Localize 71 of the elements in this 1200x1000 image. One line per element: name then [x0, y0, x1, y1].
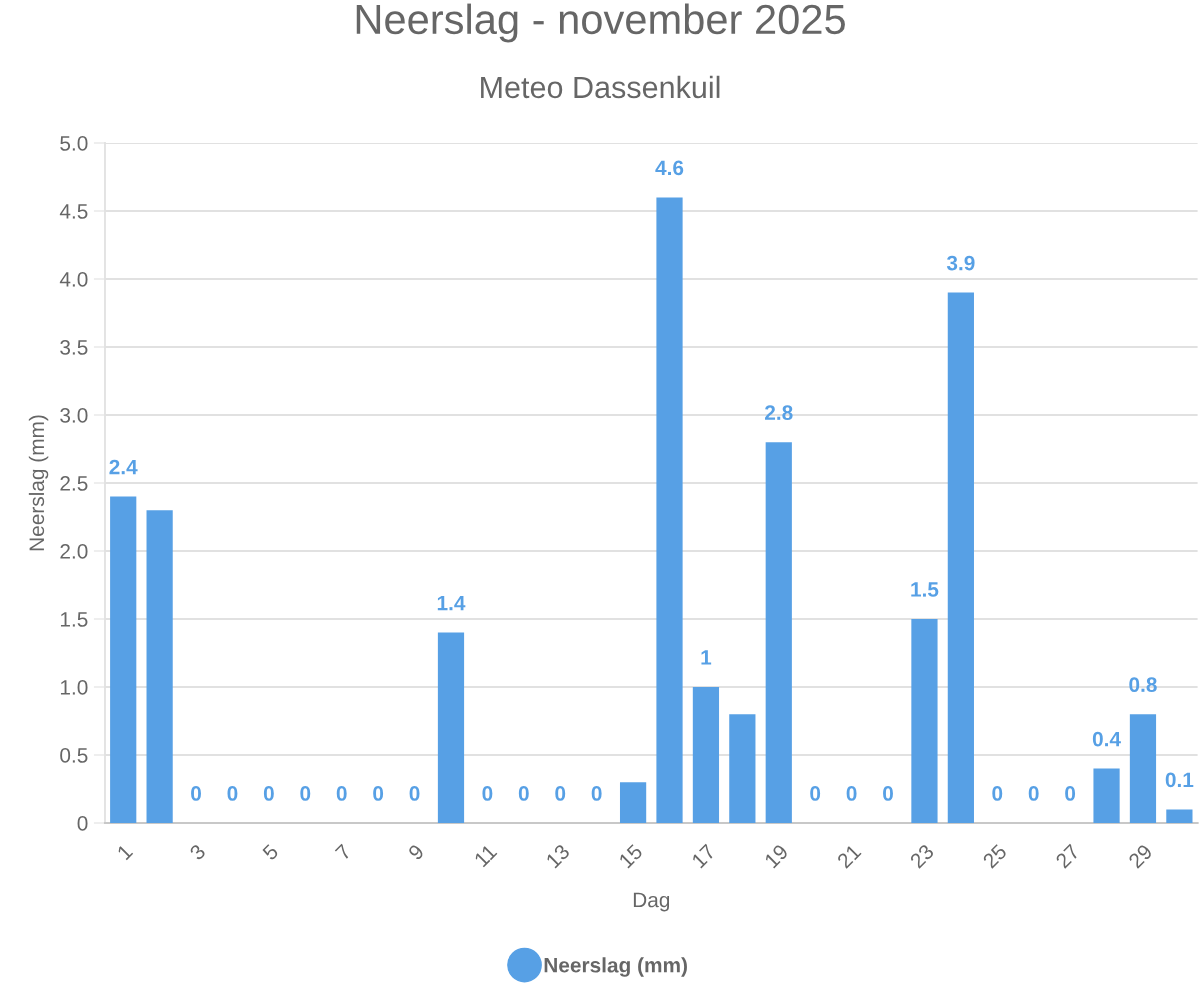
x-tick-label: 19: [763, 843, 789, 869]
x-tick-label: 3: [188, 843, 207, 861]
data-label: 0: [883, 786, 893, 801]
data-label: 0: [482, 786, 493, 801]
y-tick-label: 2.5: [60, 476, 88, 491]
x-tick-label: 21: [836, 843, 862, 869]
data-label: 2.8: [765, 405, 793, 421]
data-label: 0: [300, 786, 311, 801]
data-label: 0: [336, 786, 347, 801]
data-label: 1.5: [911, 582, 939, 597]
x-tick-label: 27: [1054, 843, 1081, 869]
x-tick-label: 23: [909, 843, 935, 869]
y-tick-label: 4.0: [59, 272, 88, 287]
y-tick-label: 3.5: [60, 340, 88, 355]
data-label: 0.1: [1165, 772, 1194, 788]
data-label: 0: [227, 786, 238, 801]
x-tick-label: 15: [618, 843, 644, 869]
x-tick-label: 25: [982, 843, 1008, 869]
x-tick-label: 5: [261, 843, 280, 861]
data-label: 3.9: [946, 255, 975, 271]
bar: [765, 442, 792, 823]
chart-title: Neerslag - november 2025: [356, 3, 845, 43]
data-label: 1: [701, 650, 712, 665]
x-tick-label: 11: [473, 843, 498, 868]
y-tick-label: 1.0: [60, 680, 88, 695]
data-label: 4.6: [655, 160, 684, 176]
data-label: 0: [992, 786, 1003, 801]
bar: [1166, 809, 1193, 823]
data-label: 0: [373, 786, 384, 801]
y-tick-label: 2.0: [60, 544, 88, 559]
y-tick-label: 4.5: [59, 204, 88, 219]
bar: [656, 197, 683, 823]
data-label: 0: [810, 786, 821, 801]
data-label: 0: [518, 786, 529, 801]
bar: [110, 496, 137, 823]
y-tick-label: 3.0: [60, 408, 88, 423]
x-axis-title: Dag: [633, 892, 670, 912]
x-tick-label: 29: [1127, 843, 1154, 869]
x-tick-label: 7: [334, 843, 352, 861]
data-label: 0: [846, 786, 857, 801]
data-label: 0: [555, 786, 566, 801]
bar: [146, 510, 173, 823]
bar: [437, 632, 465, 823]
bar: [1129, 714, 1157, 823]
bar: [1093, 768, 1120, 823]
data-label: 2.4: [109, 459, 138, 475]
y-tick-label: 5.0: [60, 136, 88, 151]
data-label: 0: [591, 786, 602, 801]
data-label: 0: [1065, 786, 1076, 801]
bar: [619, 782, 647, 823]
x-tick-label: 1: [116, 843, 134, 861]
y-axis-title: Neerslag (mm): [28, 415, 49, 551]
x-tick-label: 17: [691, 843, 716, 869]
data-label: 0: [263, 786, 274, 801]
data-label: 0.4: [1092, 731, 1121, 747]
y-tick-label: 1.5: [60, 612, 88, 627]
bar: [947, 292, 974, 823]
data-label: 1.4: [437, 595, 466, 611]
x-tick-label: 9: [407, 843, 425, 861]
chart-subtitle: Meteo Dassenkuil: [481, 75, 720, 99]
x-tick-label: 13: [545, 843, 571, 869]
legend-label: Neerslag (mm): [544, 957, 687, 977]
y-tick-label: 0: [77, 816, 88, 831]
data-label: 0: [1028, 786, 1039, 801]
bar: [729, 714, 756, 823]
data-label: 0: [191, 786, 201, 801]
y-tick-label: 0.5: [60, 748, 88, 763]
bar: [692, 687, 720, 823]
data-label: 0: [409, 786, 420, 801]
bar: [911, 619, 938, 823]
data-label: 0.8: [1129, 677, 1157, 693]
